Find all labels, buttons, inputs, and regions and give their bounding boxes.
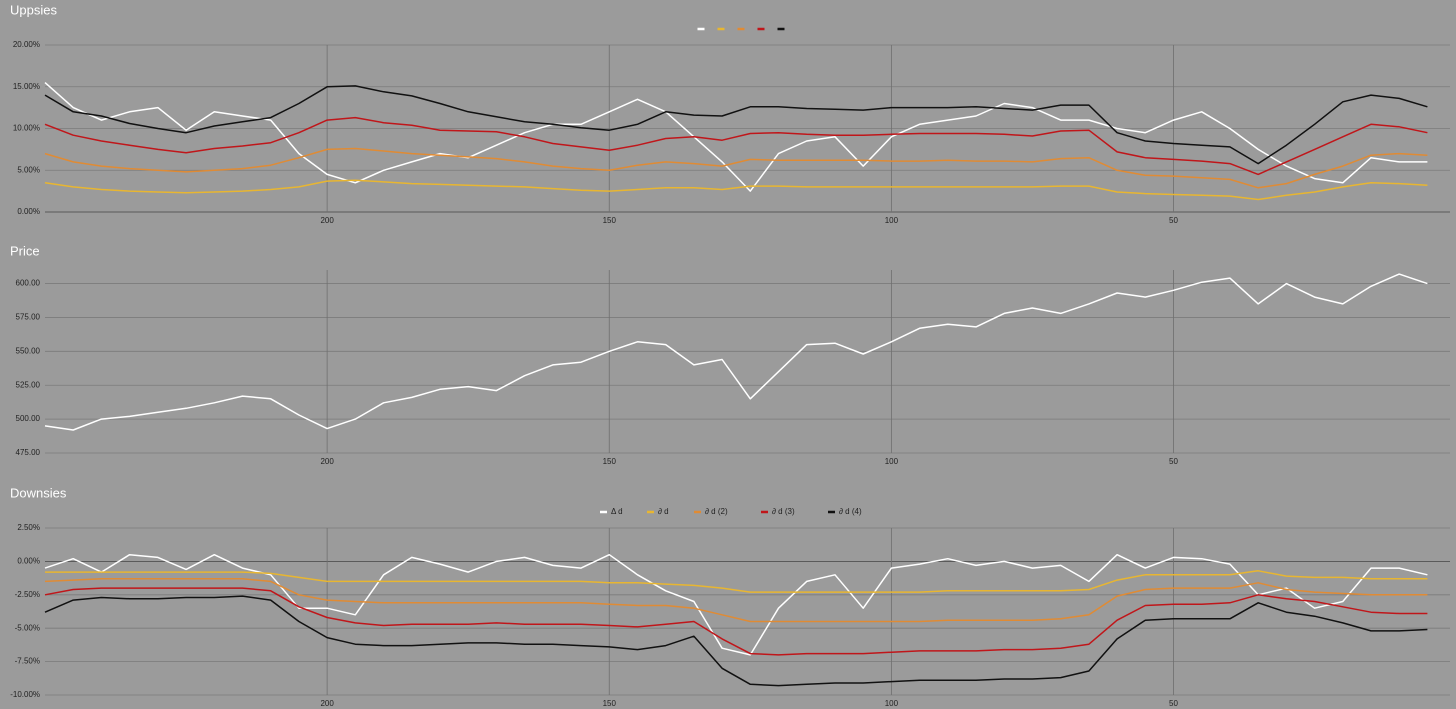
y-tick-label: -2.50% (15, 590, 40, 599)
y-tick-label: 550.00 (16, 346, 41, 355)
y-tick-label: 0.00% (17, 207, 40, 216)
x-tick-label: 150 (603, 457, 617, 466)
data-line (44, 82, 1428, 192)
y-tick-label: 600.00 (16, 279, 41, 288)
legend-label: ∂ d (3) (772, 507, 795, 516)
x-tick-label: 150 (603, 216, 617, 225)
data-line (44, 147, 1428, 189)
x-tick-label: 150 (603, 699, 617, 708)
data-line (44, 273, 1428, 431)
y-tick-label: -5.00% (15, 623, 40, 632)
y-tick-label: 500.00 (16, 414, 41, 423)
x-tick-label: 50 (1169, 699, 1178, 708)
x-tick-label: 50 (1169, 457, 1178, 466)
y-tick-label: 20.00% (13, 40, 40, 49)
y-tick-label: 525.00 (16, 380, 41, 389)
x-tick-label: 200 (320, 216, 334, 225)
data-line (44, 578, 1428, 623)
y-tick-label: 15.00% (13, 82, 40, 91)
x-tick-label: 200 (320, 457, 334, 466)
legend-label: ∂ d (658, 507, 669, 516)
data-line (44, 179, 1428, 201)
data-line (44, 116, 1428, 176)
chart-title: Uppsies (10, 2, 57, 17)
chart-title: Downsies (10, 485, 67, 500)
data-line (44, 587, 1428, 656)
y-tick-label: 10.00% (13, 124, 40, 133)
data-line (44, 595, 1428, 687)
data-line (45, 570, 1428, 593)
x-tick-label: 50 (1169, 216, 1178, 225)
data-line (44, 553, 1428, 656)
y-tick-label: 2.50% (17, 523, 40, 532)
y-tick-label: -7.50% (15, 657, 40, 666)
x-tick-label: 100 (885, 699, 899, 708)
x-tick-label: 200 (320, 699, 334, 708)
y-tick-label: 0.00% (17, 557, 40, 566)
x-tick-label: 100 (885, 216, 899, 225)
chart-title: Price (10, 243, 40, 258)
data-line (44, 85, 1428, 165)
legend-label: Δ d (611, 507, 623, 516)
legend-label: ∂ d (2) (705, 507, 728, 516)
legend-label: ∂ d (4) (839, 507, 862, 516)
x-tick-label: 100 (885, 457, 899, 466)
y-tick-label: -10.00% (10, 690, 40, 699)
y-tick-label: 5.00% (17, 165, 40, 174)
y-tick-label: 575.00 (16, 313, 41, 322)
y-tick-label: 475.00 (16, 448, 41, 457)
